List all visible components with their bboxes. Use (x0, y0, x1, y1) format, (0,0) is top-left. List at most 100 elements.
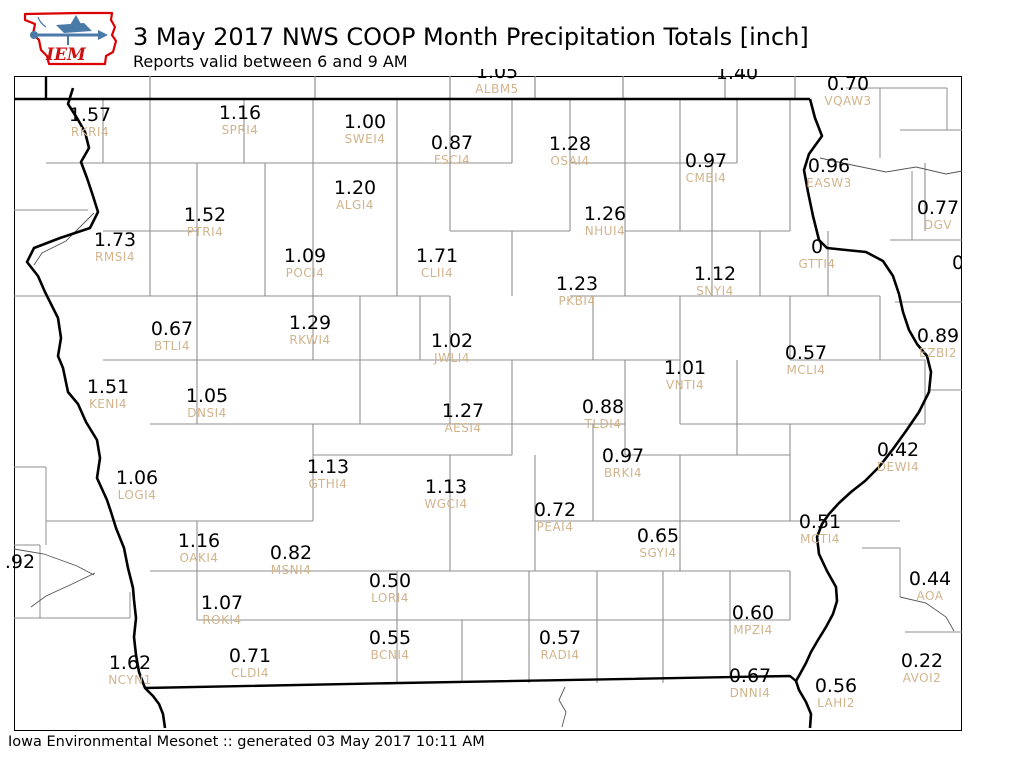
station-DGV: 0.77 DGV (917, 198, 959, 232)
station-value: 0.71 (228, 645, 272, 667)
station-id: ALBM5 (475, 82, 519, 96)
station-JWLI4: 1.02 JWLI4 (431, 331, 473, 365)
station-LAHI2: 0.56 LAHI2 (815, 676, 857, 710)
station-id: NHUI4 (584, 224, 626, 238)
station-id: DNSI4 (187, 406, 227, 420)
station-value: 0.77 (916, 197, 960, 219)
station-value: 0.89 (916, 325, 960, 347)
station-value: 0.97 (684, 150, 728, 172)
footer-text: Iowa Environmental Mesonet :: generated … (8, 734, 485, 750)
station-id: ROKI4 (202, 613, 242, 627)
station-id: SNYI4 (696, 284, 734, 298)
station-PEAI4: 0.72 PEAI4 (534, 500, 576, 534)
station-id: DNNI4 (729, 686, 771, 700)
station-value: 1.23 (555, 273, 599, 295)
station-BCNI4: 0.55 BCNI4 (369, 628, 411, 662)
station-value: 0.65 (636, 525, 680, 547)
station-id: MPZI4 (733, 623, 773, 637)
weathervane-icon (30, 15, 108, 45)
station-id: PEAI4 (536, 520, 574, 534)
station-value: 1.62 (108, 652, 152, 674)
station-RADI4: 0.57 RADI4 (539, 628, 581, 662)
station-value: 0.72 (533, 499, 577, 521)
station-id: VNTI4 (665, 378, 705, 392)
station-id: VQAW3 (824, 94, 872, 108)
station-id: AOA (916, 589, 944, 603)
station-value: 1.13 (424, 476, 468, 498)
station-id: OSAI4 (550, 154, 590, 168)
station-value: 0.70 (826, 73, 870, 95)
river-lines (13, 157, 963, 728)
station-value: 0.60 (731, 602, 775, 624)
station-id: DGV (923, 218, 953, 232)
station-id: JWLI4 (434, 351, 470, 365)
page-subtitle: Reports valid between 6 and 9 AM (133, 52, 408, 71)
station-value: 0.22 (900, 650, 944, 672)
station-MPZI4: 0.60 MPZI4 (732, 603, 774, 637)
station-PTRI4: 1.52 PTRI4 (184, 205, 226, 239)
station-id: MSNI4 (270, 563, 312, 577)
station-value: 0.42 (876, 439, 920, 461)
station-FSCI4: 0.87 FSCI4 (431, 133, 473, 167)
station-id: SPRI4 (221, 123, 259, 137)
station-value: 0.82 (269, 542, 313, 564)
station-DNSI4: 1.05 DNSI4 (186, 386, 228, 420)
station-id: LORI4 (371, 591, 409, 605)
station-value: 0 (810, 236, 824, 258)
map-frame (14, 76, 962, 731)
station-id: RKRI4 (70, 125, 110, 139)
station-value: 0.51 (798, 511, 842, 533)
station-SPRI4: 1.16 SPRI4 (219, 103, 261, 137)
station-value: 0.56 (814, 675, 858, 697)
station-value: 1.29 (288, 312, 332, 334)
station-value: 0.88 (581, 396, 625, 418)
station-value: 0.97 (601, 445, 645, 467)
station-id: BCNI4 (370, 648, 410, 662)
station-id: DEWI4 (876, 460, 920, 474)
station-value: 1.73 (93, 229, 137, 251)
station-value: 0.67 (150, 318, 194, 340)
station-EASW3: 0.96 EASW3 (806, 156, 851, 190)
station-id: CLDI4 (231, 666, 269, 680)
station-RKWI4: 1.29 RKWI4 (289, 313, 331, 347)
station-value: 1.52 (183, 204, 227, 226)
county-lines-west (14, 209, 131, 619)
station-CMBI4: 0.97 CMBI4 (685, 151, 727, 185)
station-value: 1.16 (177, 530, 221, 552)
station-value: 1.20 (333, 177, 377, 199)
station-id: LOGI4 (117, 488, 157, 502)
station-id: MCTI4 (800, 532, 840, 546)
logo-text: IEM (45, 45, 87, 65)
station-value: 1.01 (663, 357, 707, 379)
station-value: 1.16 (218, 102, 262, 124)
station-value: 1.57 (68, 104, 112, 126)
station-POCI4: 1.09 POCI4 (284, 246, 326, 280)
station-value: 0.96 (807, 155, 851, 177)
station-NCYN1: 1.62 NCYN1 (108, 653, 152, 687)
page-title: 3 May 2017 NWS COOP Month Precipitation … (133, 23, 809, 51)
station-PKBI4: 1.23 PKBI4 (556, 274, 598, 308)
station-SGYI4: 0.65 SGYI4 (637, 526, 679, 560)
station-DEWI4: 0.42 DEWI4 (877, 440, 919, 474)
station-value: 0.57 (784, 342, 828, 364)
station-id: OAKI4 (179, 551, 219, 565)
station-value: 1.27 (441, 400, 485, 422)
station-id: WGCI4 (424, 497, 468, 511)
station-value: 1.00 (343, 111, 387, 133)
station-value: 0.55 (368, 627, 412, 649)
station-SWEI4: 1.00 SWEI4 (344, 112, 386, 146)
station-CLDI4: 0.71 CLDI4 (229, 646, 271, 680)
station-GTTI4: 0 GTTI4 (799, 237, 836, 271)
station-id: GTTI4 (798, 257, 836, 271)
station-value: 0.57 (538, 627, 582, 649)
station-id: EZBI2 (919, 346, 957, 360)
station-id: CLII4 (420, 266, 454, 280)
station-AOA: 0.44 AOA (909, 569, 951, 603)
station-value: 0.87 (430, 132, 474, 154)
station-SNYI4: 1.12 SNYI4 (694, 264, 736, 298)
station-.92: .92 (5, 552, 35, 572)
station-MCTI4: 0.51 MCTI4 (799, 512, 841, 546)
station-WGCI4: 1.13 WGCI4 (424, 477, 467, 511)
